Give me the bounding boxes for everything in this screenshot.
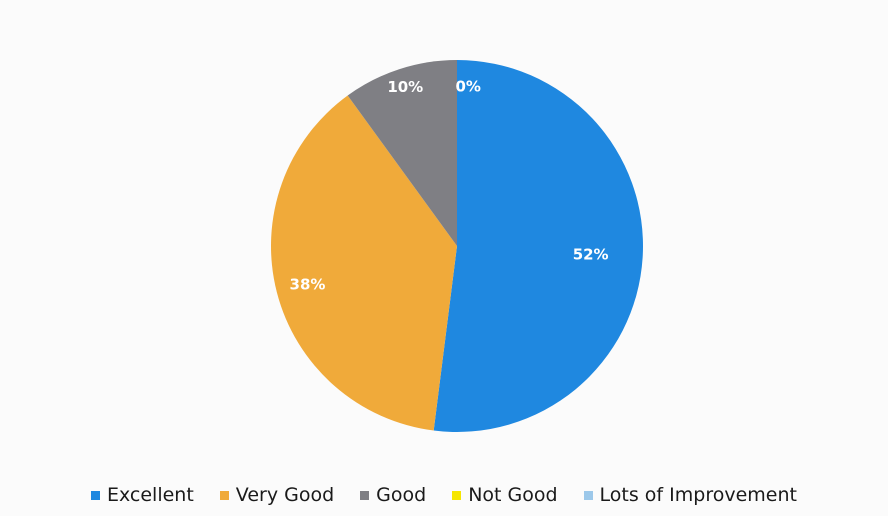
data-label-not-good: 0%	[455, 77, 480, 95]
legend-swatch-lots-of-improvement	[583, 490, 593, 500]
pie-slice-excellent	[433, 60, 643, 432]
data-label-good: 10%	[387, 78, 423, 96]
pie-plot: 52% 38% 10% 0%	[271, 60, 643, 432]
legend: Excellent Very Good Good Not Good Lots o…	[0, 484, 888, 506]
legend-swatch-very-good	[219, 490, 229, 500]
legend-label-good: Good	[376, 484, 427, 506]
data-label-excellent: 52%	[573, 245, 609, 263]
legend-label-very-good: Very Good	[235, 484, 335, 506]
legend-swatch-not-good	[452, 490, 462, 500]
pie-slice-good	[347, 60, 457, 246]
legend-label-not-good: Not Good	[468, 484, 558, 506]
legend-item-very-good: Very Good	[219, 484, 335, 506]
legend-item-not-good: Not Good	[452, 484, 558, 506]
data-label-very-good: 38%	[290, 275, 326, 293]
legend-label-excellent: Excellent	[107, 484, 194, 506]
pie-slice-very-good	[271, 95, 457, 431]
legend-label-lots-of-improvement: Lots of Improvement	[599, 484, 797, 506]
legend-item-lots-of-improvement: Lots of Improvement	[583, 484, 797, 506]
legend-item-excellent: Excellent	[91, 484, 194, 506]
legend-swatch-excellent	[91, 490, 100, 500]
legend-swatch-good	[360, 490, 370, 500]
legend-item-good: Good	[360, 484, 426, 506]
